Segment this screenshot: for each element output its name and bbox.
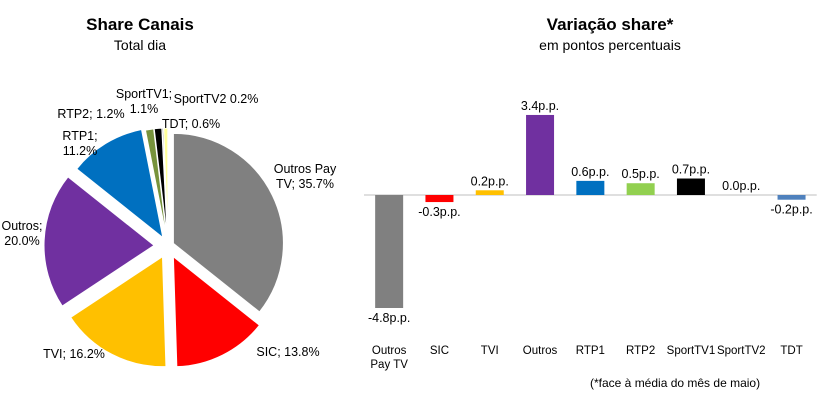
bar-value-label: -0.3p.p. bbox=[418, 205, 460, 219]
bar-tvi bbox=[475, 190, 504, 195]
bar-value-label: -4.8p.p. bbox=[368, 311, 410, 325]
bar-value-label: 0.6p.p. bbox=[571, 165, 609, 179]
bar-outros-pay-tv bbox=[375, 195, 404, 308]
category-label-outros-pay-tv: Outros Pay TV bbox=[370, 345, 408, 371]
pie-label-sporttv2: SportTV2 0.2% bbox=[174, 92, 259, 106]
pie-slice-tvi bbox=[70, 255, 167, 368]
pie-label-sporttv1: SportTV1; 1.1% bbox=[116, 87, 172, 116]
category-label-sporttv2: SportTV2 bbox=[717, 345, 766, 357]
bar-value-label: 3.4p.p. bbox=[521, 99, 559, 113]
category-label-tdt: TDT bbox=[780, 345, 802, 357]
pie-slice-outros bbox=[43, 176, 155, 307]
pie-slice-tdt bbox=[163, 127, 169, 239]
category-label-rtp2: RTP2 bbox=[626, 345, 655, 357]
category-label-sporttv1: SportTV1 bbox=[667, 345, 716, 357]
category-label-tvi: TVI bbox=[481, 345, 499, 357]
footnote: (*face à média do mês de maio) bbox=[590, 376, 761, 390]
bar-value-label: 0.7p.p. bbox=[672, 163, 710, 177]
bar-value-label: 0.5p.p. bbox=[622, 167, 660, 181]
category-label-sic: SIC bbox=[430, 345, 449, 357]
pie-subtitle: Total dia bbox=[113, 37, 167, 53]
bar-outros bbox=[526, 114, 555, 195]
bar-title: Variação share* bbox=[546, 15, 674, 34]
bar-rtp2 bbox=[626, 183, 655, 195]
pie-label-outros-pay-tv: Outros Pay TV; 35.7% bbox=[274, 162, 337, 191]
bar-value-label: -0.2p.p. bbox=[770, 203, 812, 217]
pie-title: Share Canais bbox=[86, 15, 194, 34]
bar-subtitle: em pontos percentuais bbox=[539, 37, 681, 53]
pie-label-tvi: TVI; 16.2% bbox=[43, 347, 105, 361]
bar-tdt bbox=[777, 195, 806, 200]
pie-label-sic: SIC; 13.8% bbox=[256, 345, 319, 359]
category-label-outros: Outros bbox=[523, 345, 558, 357]
pie-label-outros: Outros; 20.0% bbox=[2, 219, 43, 248]
bar-rtp1 bbox=[576, 180, 605, 195]
category-label-rtp1: RTP1 bbox=[576, 345, 605, 357]
pie-slice-rtp2 bbox=[144, 128, 168, 239]
pie-slice-rtp1 bbox=[76, 128, 164, 239]
pie-slice-sic bbox=[172, 255, 261, 368]
pie-label-rtp1: RTP1; 11.2% bbox=[62, 129, 97, 158]
pie-label-tdt: TDT; 0.6% bbox=[162, 117, 220, 131]
bar-value-label: 0.2p.p. bbox=[471, 174, 509, 188]
bar-sic bbox=[425, 195, 454, 203]
bar-value-label: 0.0p.p. bbox=[722, 179, 760, 193]
pie-slice-outros-pay-tv bbox=[172, 132, 284, 313]
pie-label-rtp2: RTP2; 1.2% bbox=[57, 107, 124, 121]
bar-sporttv1 bbox=[676, 178, 705, 195]
